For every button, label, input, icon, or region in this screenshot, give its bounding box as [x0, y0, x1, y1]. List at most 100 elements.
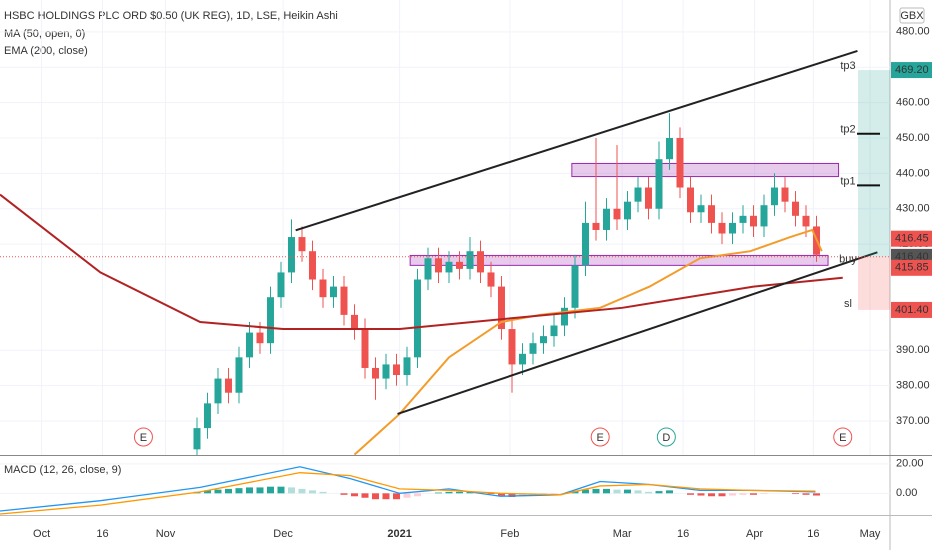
event-marker	[133, 427, 153, 447]
candle-body	[802, 215, 810, 227]
candle-body	[665, 137, 673, 160]
event-label: E	[140, 432, 147, 444]
macd-bar	[697, 493, 705, 496]
candle-body	[613, 208, 621, 220]
x-tick-label: Nov	[156, 528, 176, 540]
candle-body	[749, 215, 757, 227]
macd-bar	[371, 493, 379, 500]
y-tick-label: 430.00	[896, 203, 930, 215]
legend-ema: EMA (200, close)	[4, 45, 88, 57]
candle-body	[550, 325, 558, 337]
macd-bar	[518, 493, 526, 497]
target-label: tp2	[840, 124, 855, 136]
candle-body	[655, 159, 663, 209]
profit-zone	[858, 70, 890, 257]
x-tick-label: Oct	[33, 528, 50, 540]
macd-title: MACD (12, 26, close, 9)	[4, 464, 121, 476]
x-tick-label: 2021	[387, 528, 411, 540]
trend-line	[295, 49, 858, 232]
y-tick-label: 460.00	[896, 97, 930, 109]
macd-bar	[665, 490, 673, 494]
macd-bar	[466, 491, 474, 494]
candle-body	[466, 251, 474, 269]
y-tick-label: 440.00	[896, 167, 930, 179]
currency: GBX	[900, 10, 924, 22]
macd-bar	[203, 490, 211, 494]
candle-body	[413, 279, 421, 358]
macd-bar	[613, 489, 621, 494]
price-tag-label: 401.40	[895, 304, 929, 316]
candle-body	[245, 332, 253, 358]
candle-body	[193, 428, 201, 450]
macd-bar	[707, 493, 715, 497]
macd-bar	[592, 488, 600, 494]
candle-body	[791, 201, 799, 216]
x-tick-label: Mar	[613, 528, 632, 540]
candle-body	[392, 364, 400, 376]
candle-body	[487, 272, 495, 287]
y-tick-label: 380.00	[896, 380, 930, 392]
candle-body	[697, 205, 705, 213]
price-tag	[891, 259, 932, 276]
candle-body	[256, 332, 264, 344]
x-tick-label: Apr	[746, 528, 763, 540]
target-label: tp1	[840, 175, 855, 187]
indicator-line	[353, 228, 823, 455]
macd-bar	[686, 493, 694, 495]
macd-bar	[791, 493, 799, 495]
macd-bar	[812, 493, 820, 496]
candle-body	[602, 208, 610, 230]
event-marker	[833, 427, 853, 447]
macd-bar	[413, 493, 421, 497]
candle-body	[497, 286, 505, 330]
candle-body	[277, 272, 285, 298]
macd-bar	[602, 488, 610, 494]
candle-body	[560, 307, 568, 326]
candle-body	[592, 222, 600, 230]
macd-bar	[497, 493, 505, 496]
macd-bar	[508, 493, 516, 498]
macd-bar	[644, 491, 652, 494]
macd-bar	[340, 493, 348, 495]
candle-body	[770, 187, 778, 206]
candle-body	[518, 353, 526, 365]
macd-bar	[224, 488, 232, 494]
candle-body	[382, 364, 390, 379]
candle-body	[340, 286, 348, 315]
candle-body	[539, 336, 547, 344]
macd-bar	[623, 489, 631, 494]
x-tick-label: 16	[677, 528, 689, 540]
candle-body	[403, 357, 411, 376]
macd-bar	[298, 488, 306, 494]
price-tag-label: 416.45	[895, 233, 929, 245]
signal-line	[0, 472, 816, 515]
macd-bar	[214, 489, 222, 494]
y-tick-label: 450.00	[896, 132, 930, 144]
candle-body	[644, 187, 652, 209]
macd-bar	[256, 487, 264, 494]
candle-body	[350, 314, 358, 330]
macd-bar	[749, 493, 757, 495]
candle-body	[760, 205, 768, 227]
macd-bar	[277, 486, 285, 494]
macd-bar	[655, 491, 663, 494]
candle-body	[203, 403, 211, 429]
macd-pane	[0, 463, 890, 515]
loss-zone	[858, 256, 890, 310]
chart-title: HSBC HOLDINGS PLC ORD $0.50 (UK REG), 1D…	[4, 10, 338, 22]
macd-bar	[571, 491, 579, 494]
candle-body	[298, 237, 306, 252]
macd-bar	[445, 491, 453, 494]
y-tick-label: 480.00	[896, 26, 930, 38]
candle-body	[581, 222, 589, 266]
macd-bar	[403, 493, 411, 498]
candle-body	[235, 357, 243, 393]
currency-box[interactable]	[899, 7, 925, 24]
macd-bar	[245, 487, 253, 494]
price-tag-label: 416.40	[895, 251, 929, 263]
x-tick-label: Dec	[273, 528, 293, 540]
macd-tick-label: 20.00	[896, 458, 924, 470]
event-label: D	[662, 432, 670, 444]
candle-body	[445, 261, 453, 273]
